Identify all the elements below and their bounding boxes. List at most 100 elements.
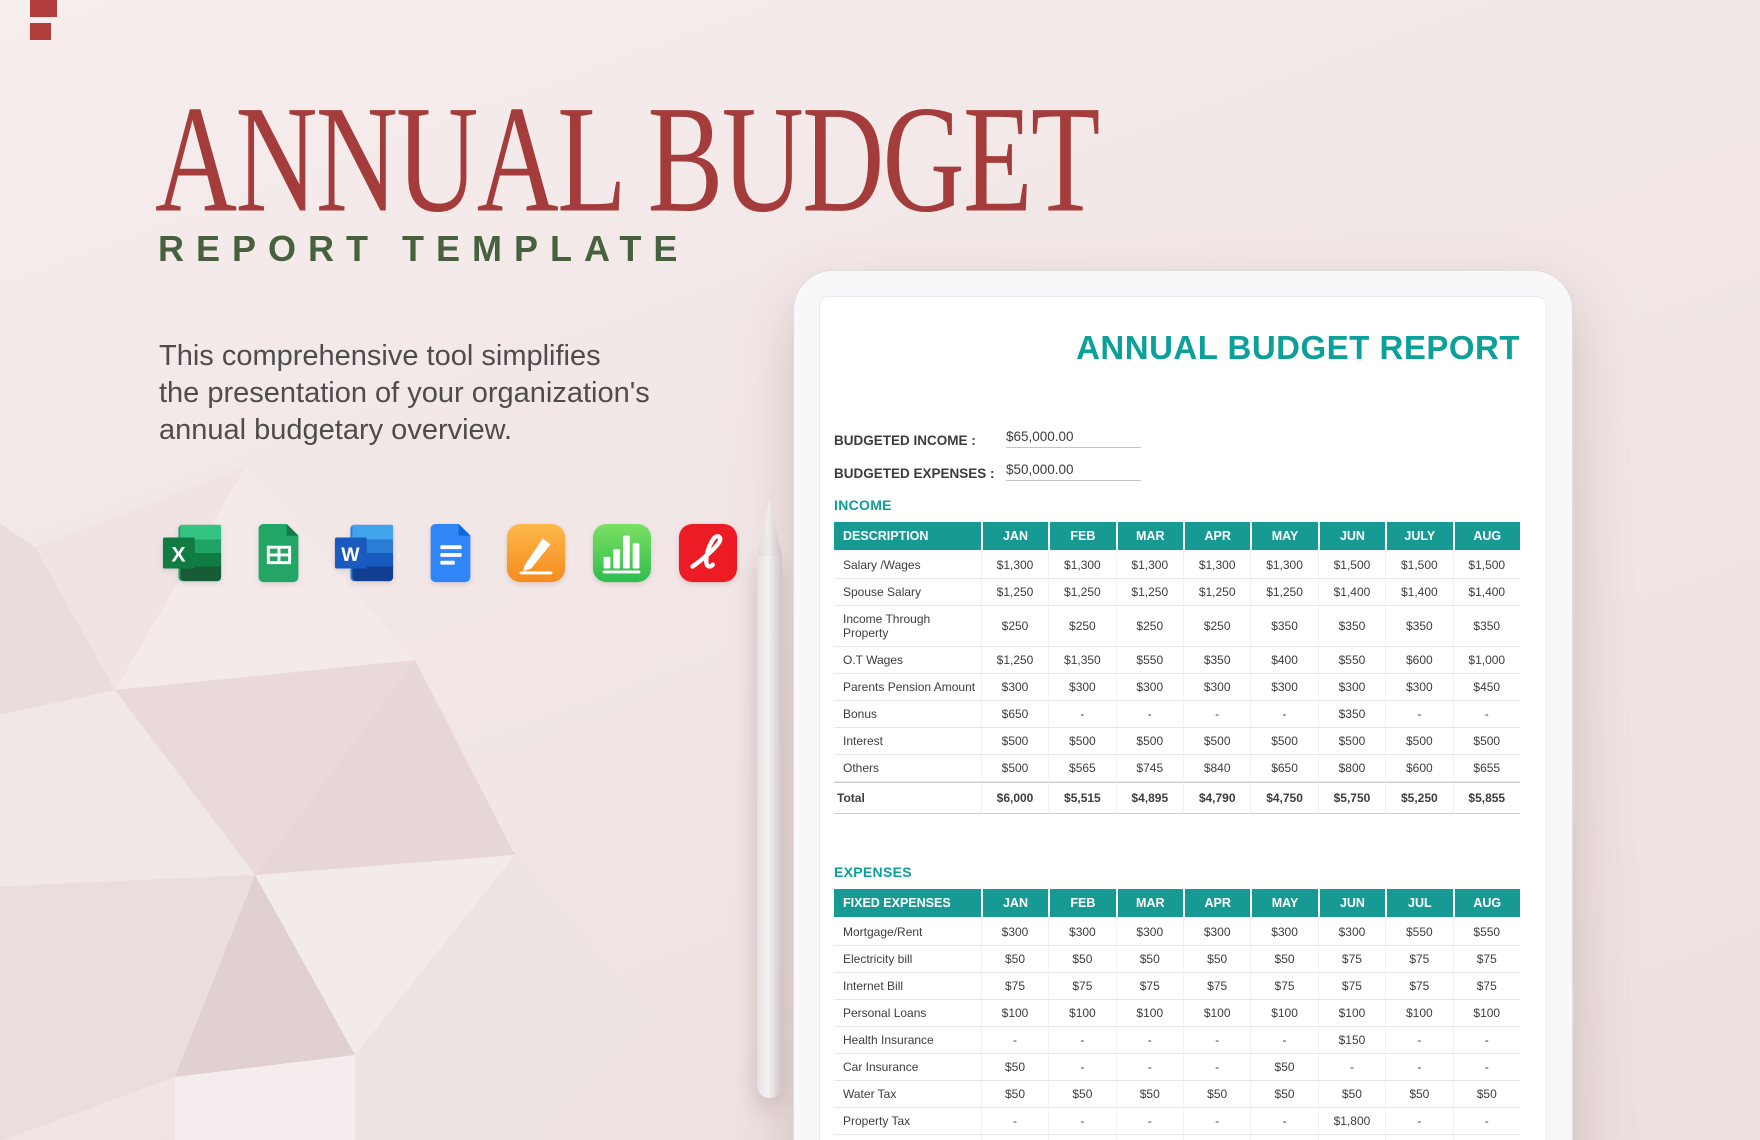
cell-value: $75	[1182, 973, 1251, 1000]
cell-value: -	[1182, 1108, 1251, 1135]
row-label: Parents Pension Amount	[834, 674, 981, 701]
cell-value: -	[1048, 1027, 1116, 1054]
row-label: Car Insurance	[834, 1054, 981, 1081]
column-header: MAR	[1115, 889, 1183, 919]
cell-value: $650	[980, 701, 1049, 728]
cell-value: $50	[1048, 946, 1116, 973]
column-header: FEB	[1048, 889, 1116, 919]
background-polygon-art	[0, 467, 655, 1140]
row-label: O.T Wages	[834, 647, 981, 674]
cell-value: -	[1115, 1054, 1183, 1081]
cell-value: $1,400	[1452, 579, 1520, 606]
cell-value: $5,750	[1317, 782, 1386, 814]
cell-value: $600	[1385, 647, 1453, 674]
cell-value: $500	[1452, 728, 1520, 755]
column-header: APR	[1182, 889, 1251, 919]
cell-value: $100	[1317, 1000, 1386, 1027]
cell-value: $350	[1317, 606, 1386, 647]
cell-value: -	[1115, 1108, 1183, 1135]
cell-value: $100	[1385, 1000, 1453, 1027]
hero-title: ANNUAL BUDGET	[155, 73, 1100, 244]
hero-description: This comprehensive tool simplifies the p…	[159, 340, 650, 446]
total-row: Total $6,000 $5,515 $4,895 $4,790 $4,750 $5,75…	[834, 782, 1520, 814]
apple-pages-icon[interactable]	[505, 522, 567, 584]
cell-value: $1,250	[1182, 579, 1251, 606]
cell-value: $1,350	[1048, 647, 1116, 674]
cell-value: $300	[1048, 674, 1116, 701]
cell-value: $1,250	[1115, 579, 1183, 606]
hero-subtitle: REPORT TEMPLATE	[158, 228, 690, 269]
cell-value: $400	[1250, 647, 1318, 674]
cell-value: $100	[1182, 1000, 1251, 1027]
cell-value: $250	[980, 606, 1049, 647]
cell-value: -	[1250, 1027, 1318, 1054]
cell-value: $650	[1250, 755, 1318, 782]
cell-value: $300	[1182, 919, 1251, 946]
row-label: Income Through Property	[834, 606, 981, 647]
cell-value: -	[1385, 1027, 1453, 1054]
cell-value: $75	[1385, 946, 1453, 973]
table-row: Property Tax - - - - - $1,800- -	[834, 1108, 1520, 1135]
cell-value: -	[1115, 1135, 1183, 1140]
cell-value: $100	[1250, 1000, 1318, 1027]
cell-value: -	[1182, 1135, 1251, 1140]
corner-accent-mark	[30, 23, 51, 40]
cell-value: -	[1182, 1054, 1251, 1081]
cell-value: -	[1048, 1054, 1116, 1081]
table-row: O.T Wages $1,250 $1,350 $550 $350 $400 $550 $60…	[834, 647, 1520, 674]
cell-value: -	[1048, 1135, 1116, 1140]
cell-value: -	[1452, 1054, 1520, 1081]
budget-summary: BUDGETED INCOME : $65,000.00 BUDGETED EX…	[834, 429, 1520, 481]
cell-value: $75	[1317, 973, 1386, 1000]
cell-value: $50	[1317, 1081, 1386, 1108]
pdf-icon[interactable]	[677, 522, 739, 584]
cell-value: $2,000	[1317, 1135, 1386, 1140]
table-row: Personal Loans $100 $100 $100 $100 $100 $100 $1…	[834, 1000, 1520, 1027]
cell-value: $500	[1317, 728, 1386, 755]
apple-numbers-icon[interactable]	[591, 522, 653, 584]
cell-value: $450	[1452, 674, 1520, 701]
cell-value: -	[980, 1027, 1049, 1054]
row-label: Income Tax	[834, 1135, 981, 1140]
row-label: Salary /Wages	[834, 552, 981, 579]
cell-value: $800	[1317, 755, 1386, 782]
budgeted-expenses-line: BUDGETED EXPENSES : $50,000.00	[834, 462, 1520, 481]
hero-section: ANNUAL BUDGET REPORT TEMPLATE This compr…	[155, 0, 1100, 660]
table-row: Mortgage/Rent $300 $300 $300 $300 $300 $300 $55…	[834, 919, 1520, 946]
table-row: Bonus $650- - - - $350- -	[834, 701, 1520, 728]
cell-value: -	[1250, 1135, 1318, 1140]
column-header: MAR	[1115, 522, 1183, 552]
stylus-tip	[757, 498, 782, 556]
row-label: Personal Loans	[834, 1000, 981, 1027]
cell-value: $300	[1115, 674, 1183, 701]
google-docs-icon[interactable]	[419, 522, 481, 584]
stylus-pencil	[757, 498, 782, 1098]
cell-value: $50	[1115, 946, 1183, 973]
cell-value: $250	[1048, 606, 1116, 647]
cell-value: $1,400	[1385, 579, 1453, 606]
column-header: MAY	[1250, 889, 1318, 919]
svg-text:X: X	[171, 543, 186, 567]
cell-value: -	[1250, 701, 1318, 728]
cell-value: -	[1385, 1054, 1453, 1081]
cell-value: -	[1048, 701, 1116, 728]
word-icon[interactable]: W	[333, 522, 395, 584]
cell-value: $50	[980, 1054, 1049, 1081]
income-table: DESCRIPTION JAN FEB MAR APR MAY JUN JULY AUG Sal…	[834, 522, 1520, 814]
cell-value: $300	[1182, 674, 1251, 701]
cell-value: $1,500	[1385, 552, 1453, 579]
cell-value: $500	[980, 728, 1049, 755]
budgeted-expenses-label: BUDGETED EXPENSES :	[834, 466, 995, 481]
cell-value: $350	[1182, 647, 1251, 674]
cell-value: $100	[1115, 1000, 1183, 1027]
cell-value: $50	[1452, 1081, 1520, 1108]
column-header: FEB	[1048, 522, 1116, 552]
table-row: Electricity bill $50 $50 $50 $50 $50 $75 $75 $75	[834, 946, 1520, 973]
google-sheets-icon[interactable]	[247, 522, 309, 584]
row-label: Property Tax	[834, 1108, 981, 1135]
cell-value: $350	[1452, 606, 1520, 647]
column-header: JAN	[980, 522, 1049, 552]
cell-value: $745	[1115, 755, 1183, 782]
excel-icon[interactable]: X	[161, 522, 223, 584]
cell-value: $1,500	[1452, 552, 1520, 579]
